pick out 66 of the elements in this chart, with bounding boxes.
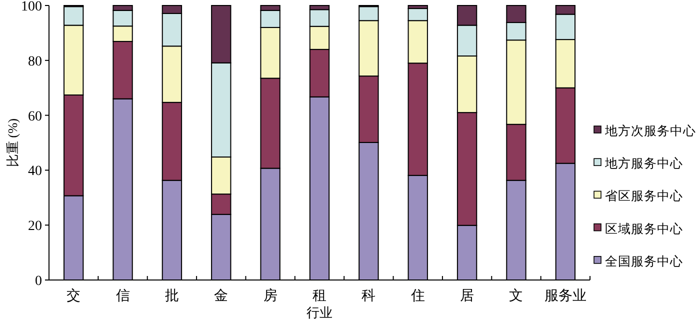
- bar: [506, 40, 526, 125]
- legend-label: 全国服务中心: [605, 253, 683, 268]
- bar: [112, 26, 133, 42]
- bar: [408, 20, 428, 64]
- x-axis-title: 行业: [306, 305, 332, 320]
- bar: [506, 22, 526, 41]
- y-tick-label: 80: [28, 54, 42, 70]
- legend-label: 地方次服务中心: [604, 123, 696, 138]
- x-tick-label: 服务业: [544, 288, 586, 304]
- bar: [555, 39, 576, 88]
- bar: [506, 124, 526, 181]
- bar: [260, 26, 280, 79]
- bar: [506, 5, 526, 24]
- bar: [456, 24, 478, 57]
- bar: [555, 14, 576, 40]
- bar: [309, 48, 330, 98]
- x-tick-label: 批: [164, 288, 179, 304]
- x-tick-label: 住: [410, 288, 425, 304]
- bar: [112, 10, 133, 27]
- bar: [112, 5, 133, 11]
- bar: [408, 8, 428, 22]
- bar: [358, 76, 379, 143]
- x-tick-label: 文: [509, 288, 524, 304]
- y-axis-title: 比重 (%): [5, 118, 20, 168]
- bar: [211, 62, 232, 158]
- x-tick-label: 交: [66, 288, 81, 304]
- bar: [309, 26, 330, 50]
- bar: [162, 102, 182, 181]
- x-tick-label: 金: [214, 288, 228, 304]
- bar: [162, 46, 182, 103]
- x-tick-label: 居: [460, 289, 474, 304]
- legend-label: 区域服务中心: [605, 220, 683, 236]
- x-tick-label: 信: [116, 288, 130, 304]
- y-tick-label: 20: [28, 219, 42, 234]
- bar: [260, 78, 280, 169]
- bar: [408, 5, 428, 10]
- y-tick-label: 100: [21, 0, 42, 14]
- bar: [260, 5, 280, 11]
- bar: [211, 156, 232, 195]
- x-tick-label: 租: [312, 289, 326, 304]
- bar: [456, 112, 478, 226]
- bar: [309, 5, 330, 10]
- bar: [260, 10, 280, 28]
- bar: [162, 5, 182, 14]
- bar: [456, 5, 478, 26]
- legend-label: 省区服务中心: [605, 188, 683, 204]
- bar: [64, 24, 84, 96]
- x-tick-label: 房: [263, 288, 278, 304]
- bar: [555, 5, 576, 15]
- y-tick-label: 0: [35, 274, 42, 289]
- y-tick-label: 40: [28, 164, 42, 180]
- y-tick-label: 60: [28, 109, 42, 124]
- bar: [309, 9, 330, 27]
- bar: [64, 6, 84, 26]
- bar: [211, 194, 232, 215]
- bar: [211, 5, 232, 64]
- legend-label: 地方服务中心: [604, 156, 683, 171]
- bar: [408, 62, 428, 176]
- x-tick-label: 科: [362, 288, 376, 304]
- bar: [456, 56, 478, 114]
- bar: [112, 40, 133, 100]
- bar: [162, 12, 182, 47]
- bar: [64, 94, 84, 196]
- bar: [358, 6, 379, 22]
- bar: [555, 87, 576, 164]
- bar: [358, 20, 379, 77]
